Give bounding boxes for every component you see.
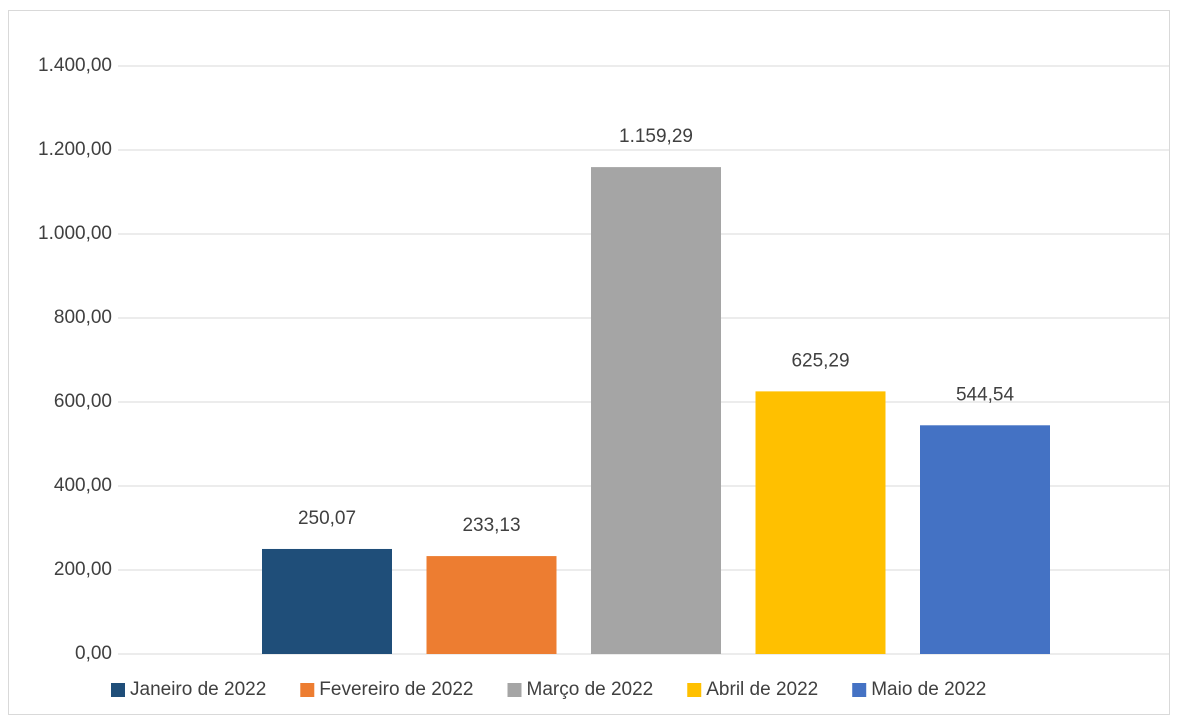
legend-swatch <box>507 683 522 697</box>
legend-swatch <box>111 683 125 697</box>
bar <box>426 556 557 654</box>
legend-label: Maio de 2022 <box>871 679 986 700</box>
legend-swatch <box>687 683 702 697</box>
y-tick-label: 800,00 <box>54 307 112 328</box>
y-tick-label: 600,00 <box>54 391 112 412</box>
y-tick-label: 200,00 <box>54 559 112 580</box>
data-label: 544,54 <box>956 384 1015 405</box>
legend-swatch <box>852 683 867 697</box>
bar <box>591 167 721 654</box>
data-label: 1.159,29 <box>619 126 693 147</box>
y-tick-label: 0,00 <box>75 643 112 664</box>
y-tick-label: 1.000,00 <box>38 223 112 244</box>
bar <box>920 425 1050 654</box>
y-tick-label: 1.200,00 <box>38 139 112 160</box>
y-tick-label: 1.400,00 <box>38 55 112 76</box>
legend-label: Março de 2022 <box>527 679 654 700</box>
y-tick-label: 400,00 <box>54 475 112 496</box>
legend-label: Fevereiro de 2022 <box>319 679 473 700</box>
bar <box>262 548 392 654</box>
data-label: 233,13 <box>462 515 520 536</box>
data-label: 625,29 <box>791 350 849 371</box>
data-label: 250,07 <box>298 508 356 529</box>
bar <box>755 391 886 654</box>
legend-label: Janeiro de 2022 <box>130 679 266 700</box>
legend-label: Abril de 2022 <box>706 679 818 700</box>
legend-swatch <box>300 683 315 697</box>
